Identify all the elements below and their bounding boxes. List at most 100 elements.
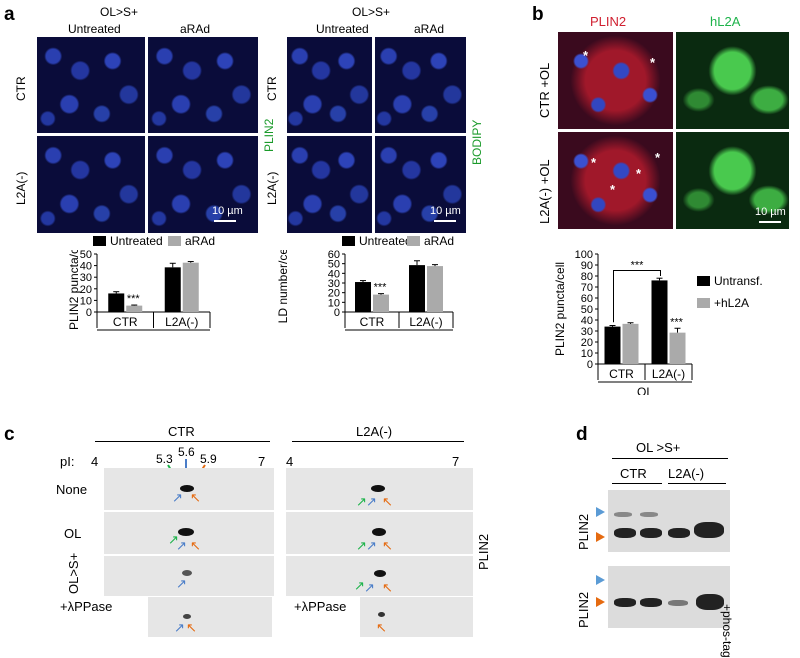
bar: [622, 323, 639, 364]
bar: [164, 267, 181, 312]
asterisk: *: [636, 166, 642, 181]
micrograph: [287, 37, 372, 133]
side-label: PLIN2: [476, 533, 491, 570]
ctr-bracket: [612, 483, 662, 484]
y-tick-label: 10: [328, 297, 340, 309]
micrograph: [676, 132, 789, 229]
bar: [373, 294, 389, 312]
arrow-icon: ↖: [382, 580, 393, 595]
arrow-icon: ↗: [176, 538, 187, 553]
y-tick-label: 0: [86, 307, 92, 319]
arrow-icon: ↗: [366, 538, 377, 553]
gel-strip: [148, 597, 272, 637]
micrograph: [287, 136, 372, 233]
gel-spot: [182, 570, 192, 576]
ctr-label: CTR: [168, 424, 195, 439]
significance-label: ***: [374, 282, 388, 294]
group-label: OL>S+: [380, 333, 418, 335]
blot-band: [640, 512, 658, 517]
y-tick-label: 10: [80, 295, 92, 307]
arrow-icon: ↗: [366, 494, 377, 509]
pi-tick: 7: [258, 454, 266, 469]
arrow-icon: ↖: [376, 620, 387, 635]
gel-spot: [378, 612, 385, 617]
y-tick-label: 0: [334, 307, 340, 319]
arrow-icon: ↖: [382, 538, 393, 553]
panel-label-a: a: [4, 4, 15, 25]
col-label: hL2A: [710, 14, 741, 29]
arrowhead-icon: [596, 507, 605, 517]
row-label: PLIN2: [576, 513, 591, 550]
panel-label-b: b: [532, 4, 544, 25]
arrow-icon: ↗: [364, 580, 375, 595]
row-label: +λPPase: [60, 599, 113, 614]
pi-tick: 4: [286, 454, 294, 469]
group-label: OL: [637, 385, 653, 395]
scale-bar: [434, 220, 456, 222]
micrograph: [148, 37, 258, 133]
blot-band: [668, 528, 690, 538]
arrow-icon: ↖: [190, 490, 201, 505]
significance-label: ***: [670, 316, 684, 328]
legend-swatch: [93, 236, 106, 246]
arrow-icon: ↖: [186, 620, 197, 635]
micrograph: [375, 37, 466, 133]
legend-swatch: [697, 276, 710, 286]
group-label: OL >S+: [636, 440, 681, 455]
y-tick-label: 90: [581, 260, 593, 272]
legend-swatch: [342, 236, 355, 246]
micrograph: [37, 136, 145, 233]
category-label: L2A(-): [165, 315, 198, 329]
category-label: L2A(-): [409, 315, 442, 329]
y-tick-label: 30: [328, 278, 340, 290]
significance-label: ***: [631, 260, 645, 272]
l2a-label: L2A(-): [668, 466, 705, 481]
y-axis-label: LD number/cell: [276, 250, 290, 323]
category-label: CTR: [360, 315, 385, 329]
scale-label: 10 µm: [212, 205, 243, 217]
pi-tick: 7: [452, 454, 460, 469]
legend-label: aRAd: [424, 234, 455, 248]
bar: [669, 332, 686, 364]
row-label: L2A(-) +OL: [537, 159, 552, 224]
legend-label: Untreated: [359, 234, 412, 248]
gel-spot: [183, 614, 191, 619]
micrograph: [558, 32, 673, 129]
bar: [651, 280, 668, 364]
blot-band: [614, 528, 636, 538]
category-label: L2A(-): [652, 367, 685, 381]
ctr-bracket: [95, 441, 270, 442]
blot-band: [694, 522, 724, 538]
col-label: Untreated: [68, 22, 121, 36]
bar: [355, 282, 371, 312]
group-bracket: [612, 458, 728, 459]
y-tick-label: 20: [581, 337, 593, 349]
arrow-icon: ↗: [174, 620, 185, 635]
bar: [427, 266, 443, 312]
row-label: None: [56, 482, 88, 497]
bar: [108, 293, 125, 312]
col-label: PLIN2: [590, 14, 627, 29]
bar: [126, 305, 143, 312]
y-axis-label: PLIN2 puncta/cell: [67, 250, 81, 330]
y-tick-label: 50: [80, 250, 92, 261]
y-axis-label: PLIN2 puncta/cell: [553, 262, 567, 356]
blot-band: [614, 512, 632, 517]
col-label: Untreated: [316, 22, 369, 36]
asterisk: *: [655, 150, 661, 165]
arrow-icon: ↗: [172, 490, 183, 505]
bar: [409, 265, 425, 312]
panel-label-c: c: [4, 424, 15, 445]
micrograph: [558, 132, 673, 229]
y-tick-label: 100: [575, 249, 593, 261]
micrograph: [148, 136, 258, 233]
legend-label: Untransf.: [714, 274, 763, 288]
micrograph: [37, 37, 145, 133]
legend-label: aRAd: [185, 234, 216, 248]
pi-tick: 4: [91, 454, 99, 469]
panel-label-d: d: [576, 424, 588, 445]
row-label: PLIN2: [576, 591, 591, 628]
